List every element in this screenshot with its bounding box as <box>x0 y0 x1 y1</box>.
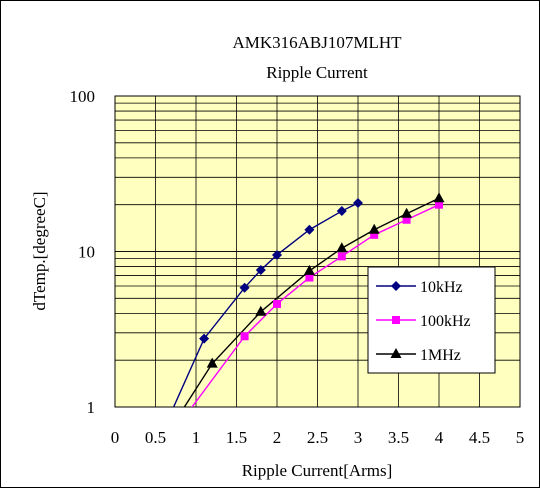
y-tick-label: 100 <box>70 87 96 106</box>
series-line-100kHz <box>191 204 440 407</box>
data-point-10kHz <box>199 333 210 344</box>
data-point-100kHz <box>435 200 443 209</box>
data-point-1MHz <box>303 264 315 275</box>
plot-border <box>114 95 521 408</box>
grid <box>115 96 520 407</box>
data-point-1MHz <box>433 192 445 203</box>
x-tick-label: 1.5 <box>226 428 247 447</box>
data-point-100kHz <box>273 299 281 308</box>
data-point-10kHz <box>353 198 363 209</box>
data-point-100kHz <box>337 252 346 261</box>
data-point-100kHz <box>240 332 249 341</box>
data-point-10kHz <box>336 206 347 217</box>
data-point-10kHz <box>239 282 250 293</box>
series-layer <box>172 197 440 407</box>
legend-marker <box>390 348 402 358</box>
y-axis-label: dTemp.[degreeC] <box>30 191 49 310</box>
data-point-10kHz <box>304 224 315 235</box>
x-tick-label: 4 <box>435 428 444 447</box>
data-point-1MHz <box>401 207 413 218</box>
x-tick-label: 0 <box>111 428 120 447</box>
x-tick-label: 4.5 <box>469 428 490 447</box>
data-point-1MHz <box>255 305 267 316</box>
x-tick-label: 3 <box>354 428 363 447</box>
chart-subtitle: Ripple Current <box>266 63 368 82</box>
legend-marker <box>391 281 401 291</box>
x-tick-label: 3.5 <box>388 428 409 447</box>
x-tick-label: 2 <box>273 428 282 447</box>
x-tick-labels: 0 0.5 1 1.5 2 2.5 3 3.5 4 4.5 5 <box>111 428 525 447</box>
markers-layer <box>199 192 445 368</box>
x-tick-label: 1 <box>192 428 201 447</box>
x-tick-label: 2.5 <box>307 428 328 447</box>
data-point-1MHz <box>336 242 348 253</box>
legend-label: 1MHz <box>420 347 461 364</box>
legend: 10kHz 100kHz 1MHz <box>367 266 496 374</box>
data-point-1MHz <box>368 223 380 234</box>
data-point-10kHz <box>255 265 266 276</box>
x-tick-label: 5 <box>516 428 525 447</box>
x-tick-label: 0.5 <box>145 428 166 447</box>
chart-title: AMK316ABJ107MLHT <box>232 33 402 52</box>
y-tick-label: 10 <box>78 243 95 262</box>
series-line-10kHz <box>172 202 359 407</box>
y-tick-label: 1 <box>87 398 96 417</box>
data-point-100kHz <box>402 215 411 224</box>
x-axis-label: Ripple Current[Arms] <box>242 461 393 480</box>
data-point-100kHz <box>305 273 314 282</box>
legend-label: 100kHz <box>420 313 471 330</box>
data-point-100kHz <box>370 230 379 239</box>
data-point-1MHz <box>206 357 218 368</box>
legend-marker <box>392 316 400 324</box>
legend-label: 10kHz <box>420 279 463 296</box>
series-line-1MHz <box>183 197 440 407</box>
y-tick-labels: 1 10 100 <box>70 87 96 417</box>
data-point-10kHz <box>272 249 282 260</box>
